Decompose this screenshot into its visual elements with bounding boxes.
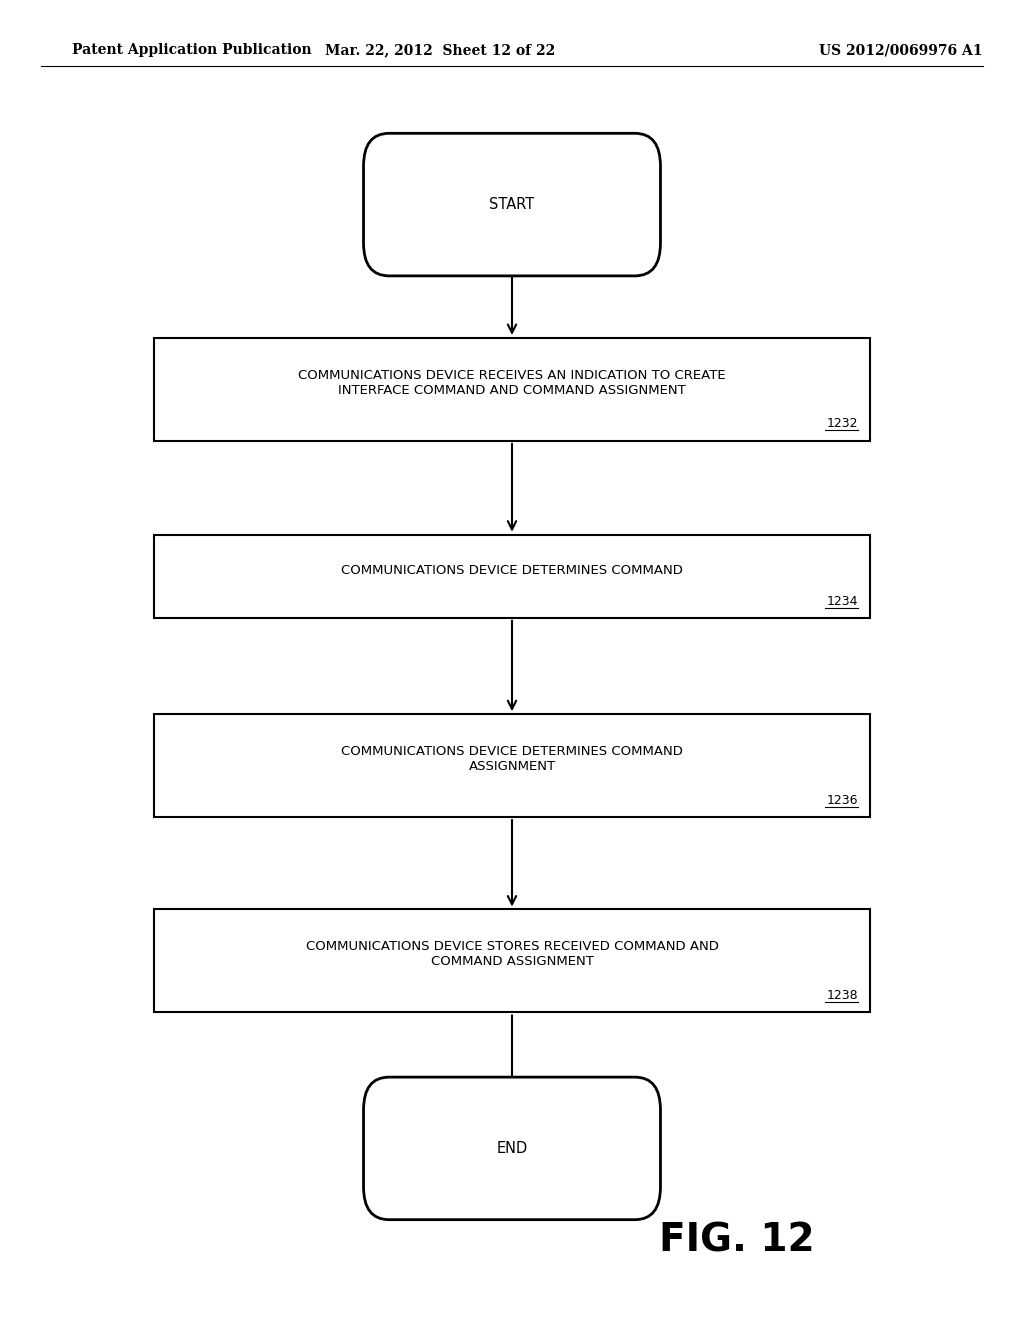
Text: 1234: 1234 xyxy=(826,595,858,607)
FancyBboxPatch shape xyxy=(364,133,660,276)
Text: COMMUNICATIONS DEVICE STORES RECEIVED COMMAND AND
COMMAND ASSIGNMENT: COMMUNICATIONS DEVICE STORES RECEIVED CO… xyxy=(305,940,719,969)
FancyBboxPatch shape xyxy=(154,909,870,1012)
Text: COMMUNICATIONS DEVICE DETERMINES COMMAND: COMMUNICATIONS DEVICE DETERMINES COMMAND xyxy=(341,564,683,577)
Text: Mar. 22, 2012  Sheet 12 of 22: Mar. 22, 2012 Sheet 12 of 22 xyxy=(326,44,555,57)
Text: COMMUNICATIONS DEVICE RECEIVES AN INDICATION TO CREATE
INTERFACE COMMAND AND COM: COMMUNICATIONS DEVICE RECEIVES AN INDICA… xyxy=(298,368,726,397)
Text: 1238: 1238 xyxy=(826,989,858,1002)
Text: FIG. 12: FIG. 12 xyxy=(659,1222,815,1259)
Text: COMMUNICATIONS DEVICE DETERMINES COMMAND
ASSIGNMENT: COMMUNICATIONS DEVICE DETERMINES COMMAND… xyxy=(341,744,683,774)
Text: 1232: 1232 xyxy=(826,417,858,430)
FancyBboxPatch shape xyxy=(154,338,870,441)
Text: US 2012/0069976 A1: US 2012/0069976 A1 xyxy=(819,44,983,57)
Text: Patent Application Publication: Patent Application Publication xyxy=(72,44,311,57)
Text: 1236: 1236 xyxy=(826,793,858,807)
FancyBboxPatch shape xyxy=(154,536,870,618)
Text: START: START xyxy=(489,197,535,213)
Text: END: END xyxy=(497,1140,527,1156)
FancyBboxPatch shape xyxy=(154,714,870,817)
FancyBboxPatch shape xyxy=(364,1077,660,1220)
